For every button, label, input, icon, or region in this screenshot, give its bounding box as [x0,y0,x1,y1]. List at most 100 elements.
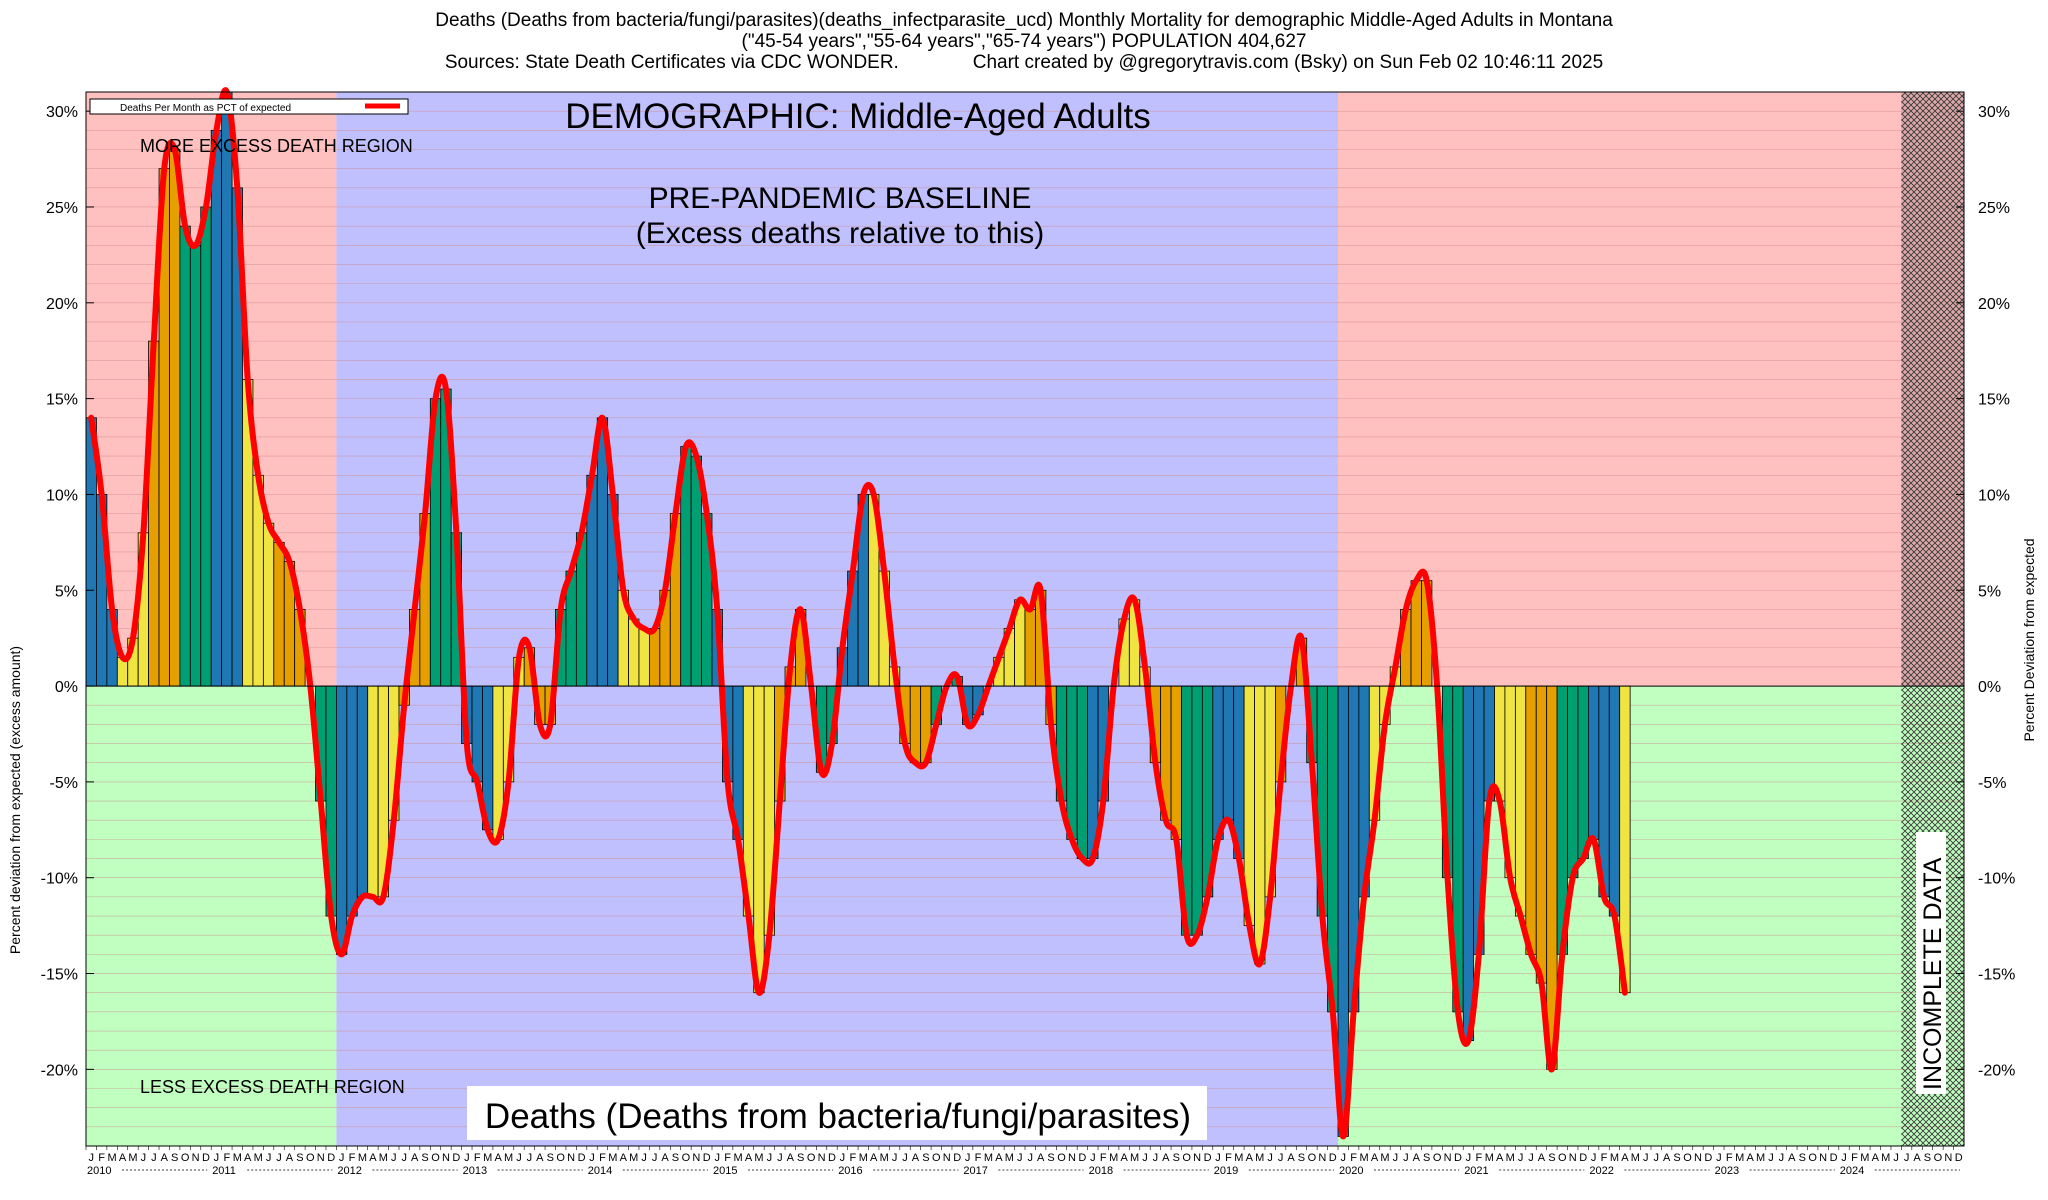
month-label: A [1246,1152,1254,1164]
y-tick-label: 0% [1978,679,2001,696]
month-label: M [1506,1152,1515,1164]
bar [1525,685,1537,955]
month-label: O [1808,1152,1817,1164]
month-label: S [296,1152,303,1164]
bar [909,685,922,764]
month-label: A [1413,1152,1421,1164]
month-label: J [641,1152,647,1164]
month-label: A [536,1152,544,1164]
year-label: 2011 [212,1165,236,1177]
month-label: D [953,1152,961,1164]
bar [346,685,358,917]
month-label: F [724,1152,731,1164]
month-label: J [1153,1152,1159,1164]
month-label: M [1359,1152,1368,1164]
month-label: J [464,1152,470,1164]
y-tick-label: 0% [55,679,78,696]
month-label: N [1944,1152,1952,1164]
month-label: J [1215,1152,1221,1164]
y-tick-label: 20% [1978,296,2010,313]
month-label: N [442,1152,450,1164]
month-label: A [119,1152,127,1164]
month-label: J [892,1152,898,1164]
bar [753,685,765,994]
month-label: A [1746,1152,1754,1164]
month-label: A [1037,1152,1045,1164]
bar [262,522,275,687]
chart-header: Deaths (Deaths from bacteria/fungi/paras… [0,10,2048,73]
month-label: J [1393,1152,1399,1164]
y-tick-label: 5% [1978,583,2001,600]
month-label: M [1881,1152,1890,1164]
incomplete-label-box [1916,832,1946,1094]
y-tick-label: -20% [41,1062,78,1079]
month-label: J [840,1152,846,1164]
y-tick-label: -5% [50,775,78,792]
month-label: A [787,1152,795,1164]
chart-title: Deaths (Deaths from bacteria/fungi/paras… [435,10,1613,31]
month-label: A [1788,1152,1796,1164]
y-tick-label: 5% [55,583,78,600]
baseline-sublabel: (Excess deaths relative to this) [636,217,1045,250]
month-label: M [1860,1152,1869,1164]
month-label: M [733,1152,742,1164]
bar [189,244,202,687]
legend: Deaths Per Month as PCT of expected [89,98,409,115]
month-label: J [1591,1152,1597,1164]
month-label: M [1756,1152,1765,1164]
month-label: J [1841,1152,1847,1164]
month-label: A [1371,1152,1379,1164]
month-label: F [223,1152,230,1164]
month-label: J [1779,1152,1785,1164]
month-label: O [1433,1152,1442,1164]
month-label: N [1819,1152,1827,1164]
legend-box [89,98,409,115]
month-label: O [1308,1152,1317,1164]
month-label: J [516,1152,522,1164]
month-label: J [1643,1152,1649,1164]
month-label: A [995,1152,1003,1164]
month-label: J [1278,1152,1284,1164]
month-label: N [1694,1152,1702,1164]
month-label: M [1631,1152,1640,1164]
month-label: O [431,1152,440,1164]
month-label: J [214,1152,220,1164]
month-label: M [859,1152,868,1164]
month-label: F [1225,1152,1232,1164]
month-label: N [692,1152,700,1164]
month-label: S [421,1152,428,1164]
month-label: F [599,1152,606,1164]
month-label: S [1298,1152,1305,1164]
month-label: J [266,1152,272,1164]
month-label: D [1955,1152,1963,1164]
bar [210,129,223,687]
year-label: 2020 [1339,1165,1363,1177]
month-label: J [151,1152,157,1164]
month-label: F [474,1152,481,1164]
month-label: A [661,1152,669,1164]
bar [638,628,650,687]
bar [1066,685,1078,840]
month-label: J [589,1152,595,1164]
bar [169,149,181,687]
month-label: F [1601,1152,1608,1164]
month-label: F [98,1152,105,1164]
month-label: O [1558,1152,1567,1164]
gridlines [86,91,1964,1147]
month-label: A [1621,1152,1629,1164]
demographic-label: DEMOGRAPHIC: Middle-Aged Adults [565,97,1150,136]
month-label: S [171,1152,178,1164]
month-label: D [202,1152,210,1164]
month-label: S [1548,1152,1555,1164]
chart-source-line: Sources: State Death Certificates via CD… [0,52,2048,73]
month-label: A [1872,1152,1880,1164]
y-tick-label: 15% [1978,392,2010,409]
month-label: O [306,1152,315,1164]
month-label: N [943,1152,951,1164]
month-label: J [391,1152,397,1164]
year-label: 2014 [588,1165,612,1177]
y-tick-label: 25% [46,200,78,217]
bar [1535,685,1548,984]
month-label: S [672,1152,679,1164]
less-excess-label: LESS EXCESS DEATH REGION [140,1077,405,1097]
